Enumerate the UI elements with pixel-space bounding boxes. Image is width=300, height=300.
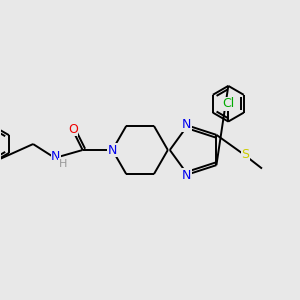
Text: N: N <box>182 118 191 131</box>
Text: Cl: Cl <box>222 97 234 110</box>
Text: N: N <box>182 169 191 182</box>
Text: N: N <box>51 150 61 164</box>
Text: N: N <box>108 143 117 157</box>
Text: H: H <box>58 159 67 169</box>
Text: S: S <box>241 148 249 161</box>
Text: O: O <box>68 123 78 136</box>
